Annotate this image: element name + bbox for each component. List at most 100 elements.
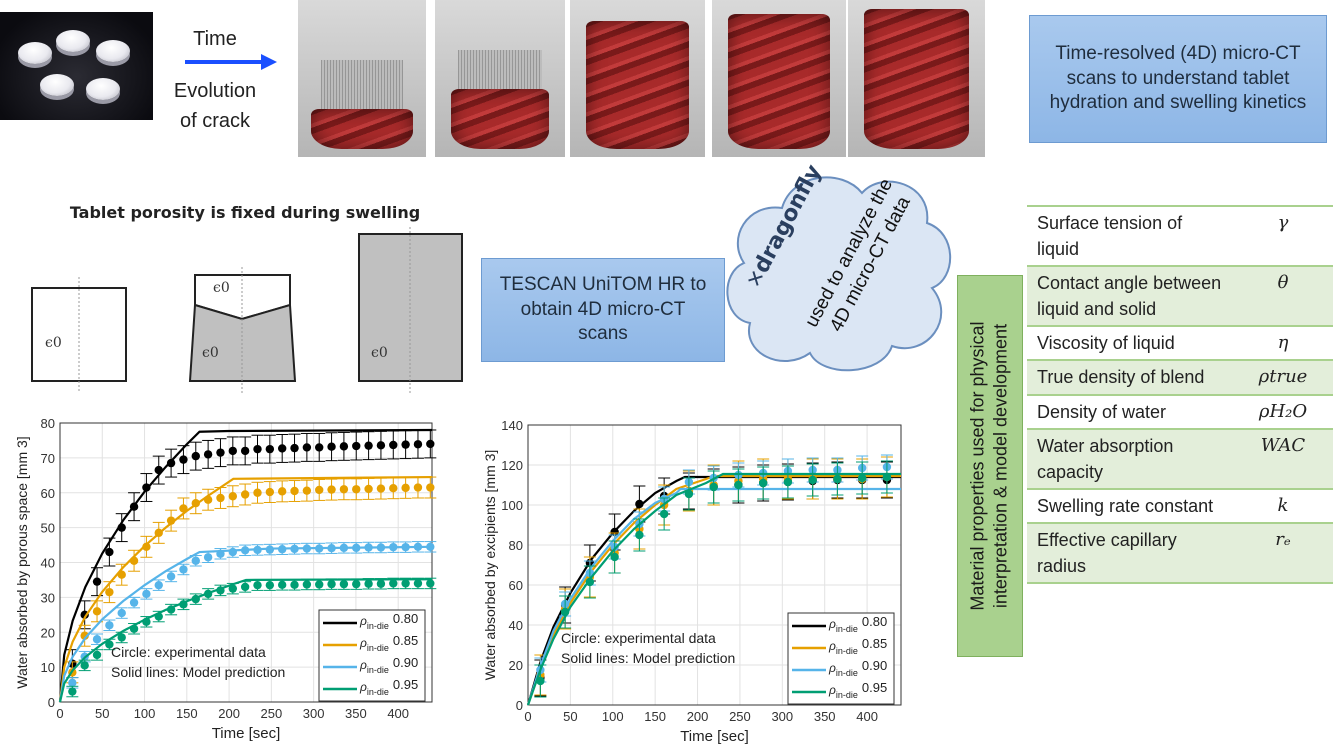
- porosity-symbol: ϵ0: [45, 335, 62, 351]
- property-symbol: η: [1277, 332, 1289, 354]
- material-properties-label: Material properties used for physical in…: [957, 275, 1023, 657]
- property-symbol: γ: [1277, 212, 1289, 233]
- y-tick-label: 40: [41, 556, 55, 571]
- data-point: [129, 598, 139, 607]
- data-point: [413, 483, 423, 492]
- data-point: [610, 527, 619, 537]
- y-tick-label: 20: [41, 625, 55, 640]
- x-tick-label: 50: [95, 706, 109, 721]
- x-tick-label: 150: [176, 706, 198, 721]
- y-axis-label: Water absorbed by excipients [mm 3]: [482, 450, 498, 681]
- x-tick-label: 150: [644, 709, 666, 724]
- x-tick-label: 300: [771, 709, 793, 724]
- data-point: [290, 544, 299, 554]
- data-point: [327, 442, 336, 451]
- data-point: [315, 580, 324, 589]
- data-point: [610, 552, 619, 562]
- model-line: [526, 474, 901, 706]
- data-point: [327, 485, 336, 494]
- data-point: [228, 446, 238, 456]
- y-tick-label: 60: [41, 486, 55, 501]
- y-tick-label: 0: [48, 695, 55, 710]
- data-point: [203, 450, 213, 459]
- legend-label: ρin-die 0.85: [828, 636, 887, 656]
- data-point: [142, 617, 151, 626]
- data-point: [179, 565, 188, 574]
- data-point: [352, 441, 361, 451]
- porosity-title: Tablet porosity is fixed during swelling: [69, 203, 421, 222]
- property-symbol: rₑ: [1275, 528, 1291, 550]
- data-point: [339, 442, 349, 451]
- legend-label: ρin-die 0.90: [359, 655, 418, 675]
- data-point: [105, 640, 114, 649]
- data-point: [327, 544, 336, 553]
- data-point: [154, 580, 163, 590]
- data-point: [240, 490, 250, 499]
- legend: [787, 612, 895, 705]
- data-point: [92, 607, 102, 616]
- property-name: Density of water: [1037, 401, 1167, 422]
- data-point: [277, 545, 287, 554]
- x-tick-label: 400: [856, 709, 878, 724]
- data-point: [401, 483, 410, 493]
- data-point: [265, 444, 275, 454]
- y-tick-label: 30: [41, 590, 55, 605]
- property-symbol: k: [1277, 494, 1289, 516]
- data-point: [290, 443, 299, 453]
- data-point: [339, 485, 349, 494]
- data-point: [413, 440, 423, 449]
- data-point: [376, 543, 386, 552]
- y-tick-label: 50: [41, 521, 55, 536]
- data-point: [265, 487, 275, 497]
- data-point: [240, 546, 250, 555]
- data-point: [166, 516, 176, 525]
- data-point: [709, 482, 718, 492]
- y-tick-label: 60: [509, 578, 523, 593]
- data-point: [142, 483, 151, 492]
- x-tick-label: 200: [687, 709, 709, 724]
- data-point: [758, 478, 768, 488]
- material-properties-table: Surface tension of liquid γ Contact angle …: [1027, 205, 1333, 584]
- data-point: [228, 547, 238, 557]
- y-tick-label: 70: [41, 451, 55, 466]
- x-tick-label: 400: [387, 706, 409, 721]
- property-symbol: WAC: [1260, 434, 1306, 456]
- data-point: [216, 549, 225, 558]
- annotation: Solid lines: Model prediction: [111, 664, 285, 680]
- property-row: Effective capillary radius rₑ: [1027, 522, 1333, 584]
- data-point: [129, 502, 139, 511]
- x-tick-label: 350: [345, 706, 367, 721]
- data-point: [352, 543, 361, 553]
- data-point: [389, 542, 398, 552]
- data-point: [92, 577, 102, 586]
- annotation: Circle: experimental data: [111, 644, 266, 660]
- property-symbol: θ: [1277, 272, 1289, 294]
- property-row: Contact angle between liquid and solid θ: [1027, 266, 1333, 327]
- legend-label: ρin-die 0.80: [359, 611, 418, 631]
- data-point: [635, 530, 644, 540]
- data-point: [117, 523, 126, 532]
- data-point: [376, 484, 386, 493]
- data-point: [80, 661, 89, 670]
- data-point: [253, 444, 262, 454]
- porosity-symbol: ϵ0: [371, 345, 388, 361]
- info-box-4d-microct: Time-resolved (4D) micro-CT scans to und…: [1029, 15, 1327, 143]
- data-point: [277, 580, 287, 590]
- x-tick-label: 300: [303, 706, 325, 721]
- data-point: [179, 455, 188, 464]
- data-point: [413, 579, 423, 588]
- data-point: [635, 499, 644, 509]
- property-row: Density of water ρH₂O: [1027, 395, 1333, 429]
- time-arrow-icon: [185, 54, 277, 70]
- property-symbol: ρH₂O: [1258, 400, 1308, 422]
- data-point: [117, 608, 126, 618]
- legend-label: ρin-die 0.85: [359, 633, 418, 653]
- y-axis-label: Water absorbed by porous space [mm 3]: [14, 436, 30, 688]
- data-point: [117, 570, 126, 579]
- data-point: [265, 545, 275, 554]
- y-tick-label: 140: [501, 418, 523, 433]
- data-point: [290, 580, 299, 590]
- data-point: [833, 474, 842, 484]
- data-point: [339, 579, 349, 589]
- x-tick-label: 0: [524, 709, 531, 724]
